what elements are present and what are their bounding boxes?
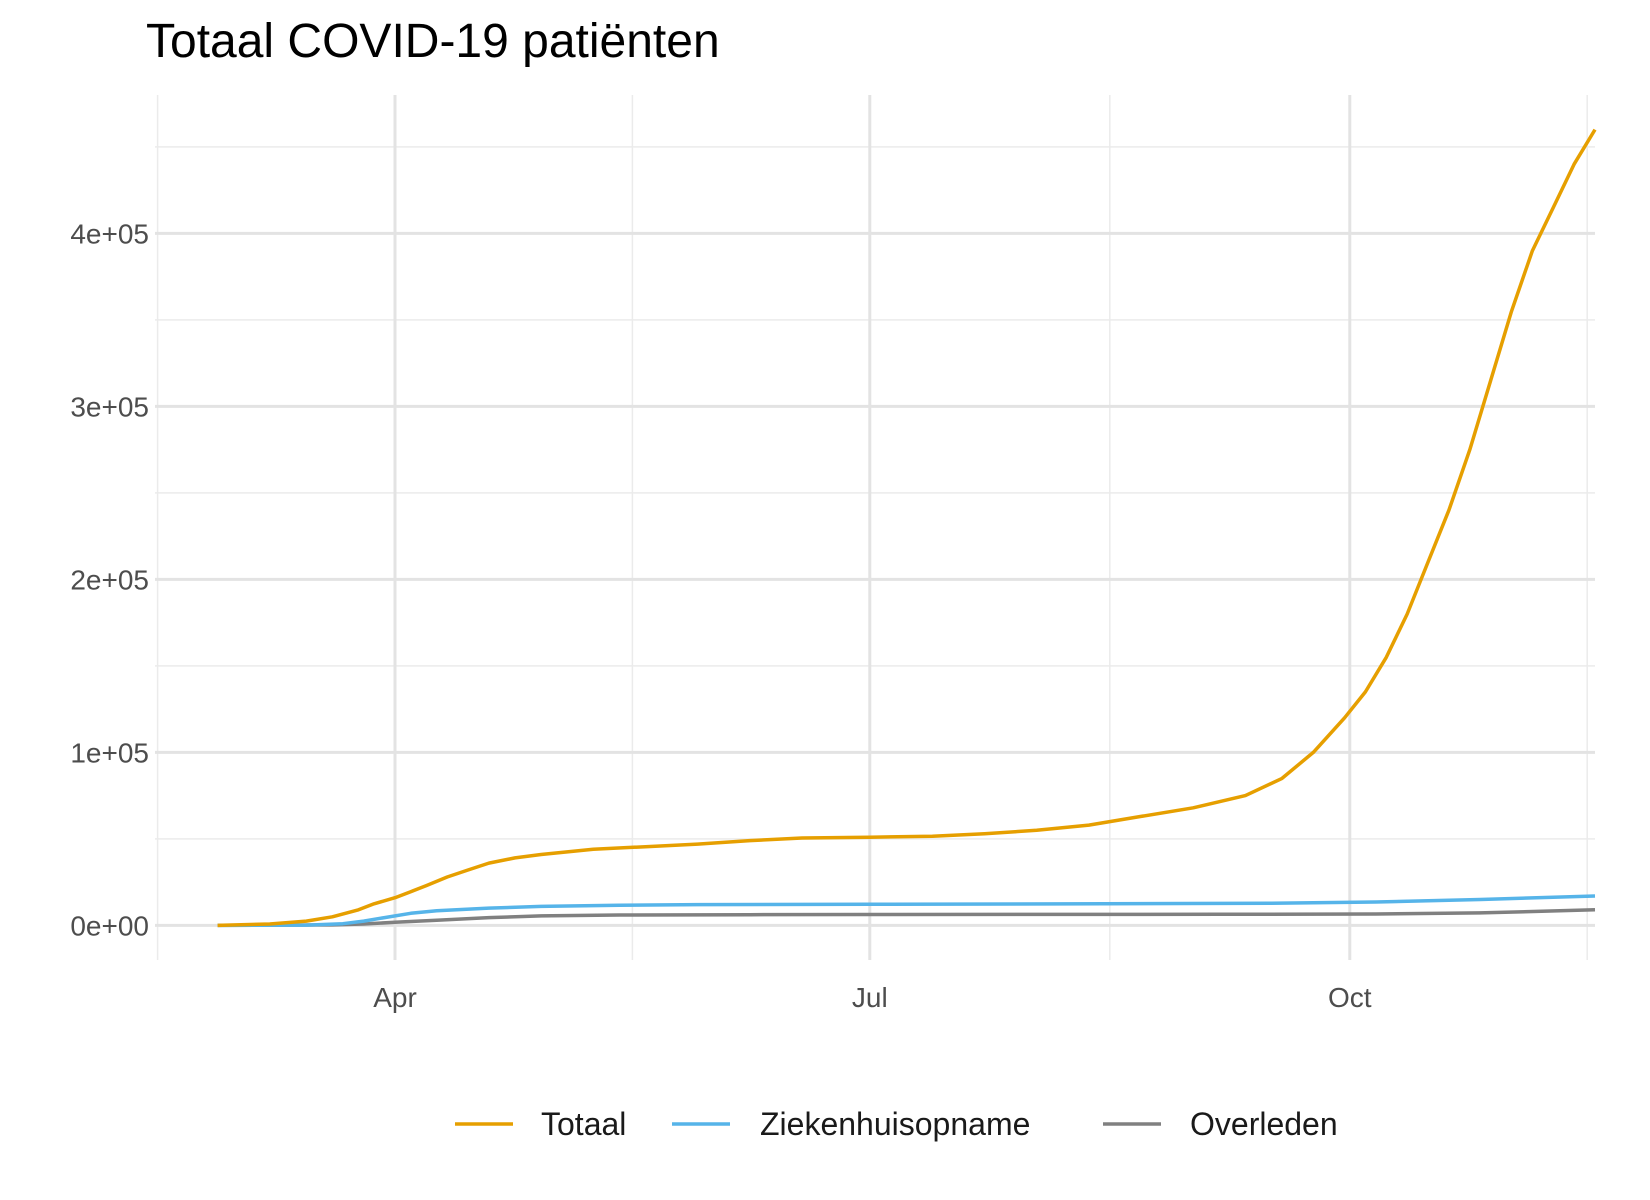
legend: Totaal Ziekenhuisopname Overleden (455, 1106, 1338, 1142)
y-axis-labels: 0e+00 1e+05 2e+05 3e+05 4e+05 (70, 218, 149, 941)
x-tick-label: Apr (373, 982, 417, 1013)
series-line-overleden (217, 908, 1596, 928)
major-gridlines (155, 95, 1595, 960)
legend-label-totaal: Totaal (541, 1106, 626, 1142)
y-tick-label: 0e+00 (70, 910, 149, 941)
x-tick-label: Jul (852, 982, 888, 1013)
series-line-totaal (217, 128, 1597, 928)
series-lines (217, 128, 1597, 928)
x-axis-labels: Apr Jul Oct (373, 982, 1372, 1013)
y-tick-label: 2e+05 (70, 564, 149, 595)
y-tick-label: 4e+05 (70, 218, 149, 249)
minor-gridlines (155, 95, 1595, 960)
y-tick-label: 1e+05 (70, 737, 149, 768)
series-line-ziekenhuisopname (217, 894, 1596, 928)
y-tick-label: 3e+05 (70, 391, 149, 422)
x-tick-label: Oct (1328, 982, 1372, 1013)
legend-label-ziekenhuisopname: Ziekenhuisopname (760, 1106, 1030, 1142)
legend-label-overleden: Overleden (1190, 1106, 1338, 1142)
chart-title: Totaal COVID-19 patiënten (146, 15, 720, 68)
